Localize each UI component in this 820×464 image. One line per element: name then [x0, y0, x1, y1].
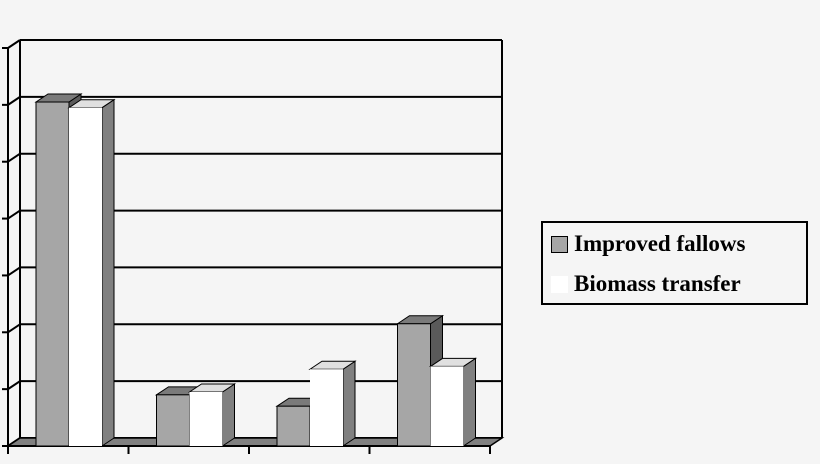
bar-side: [342, 360, 356, 447]
side-wall-gridline: [7, 323, 21, 334]
legend-swatch-improved-fallows: [551, 235, 568, 253]
legend-label-improved-fallows: Improved fallows: [574, 231, 746, 256]
bar: [276, 405, 311, 447]
side-wall-gridline: [7, 380, 21, 390]
bar: [397, 323, 431, 447]
side-wall-gridline: [7, 96, 21, 106]
bar-side: [101, 98, 115, 447]
side-wall-gridline: [7, 266, 21, 277]
legend-item-improved-fallows: Improved fallows: [551, 231, 745, 257]
legend-label-biomass-transfer: Biomass transfer: [574, 271, 741, 296]
legend: Improved fallows Biomass transfer: [541, 221, 808, 305]
bar: [156, 394, 190, 447]
side-wall-gridline: [7, 209, 21, 220]
bar: [189, 391, 223, 446]
side-wall-gridline: [7, 39, 21, 49]
legend-item-biomass-transfer: Biomass transfer: [551, 271, 741, 297]
side-wall-gridline: [7, 152, 21, 163]
bar: [69, 107, 102, 446]
bar: [35, 101, 70, 447]
legend-swatch-biomass-transfer: [551, 275, 568, 293]
bar-side: [222, 383, 235, 447]
bar: [430, 366, 464, 446]
bar-side: [463, 357, 476, 447]
bar: [310, 369, 343, 446]
